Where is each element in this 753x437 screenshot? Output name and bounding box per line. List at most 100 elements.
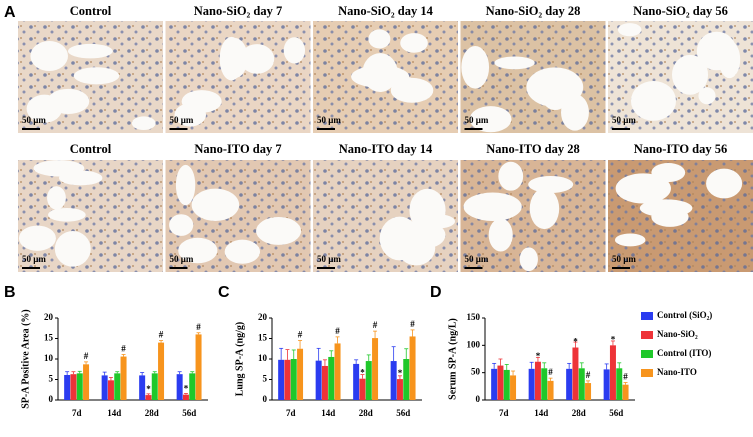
- bar: [497, 365, 504, 400]
- scale-bar-label: 50 μm: [317, 115, 341, 125]
- significance-marker: #: [84, 351, 89, 361]
- bar: [64, 374, 71, 400]
- bar: [182, 394, 189, 400]
- bar: [622, 384, 629, 400]
- alveolar-space: [698, 87, 716, 105]
- alveolar-space: [630, 80, 677, 121]
- image-caption: Control: [70, 142, 112, 156]
- y-tick-label: 5: [49, 374, 54, 384]
- y-axis-label: Serum SP-A (ng/L): [447, 318, 458, 400]
- significance-marker: *: [360, 368, 365, 378]
- bar: [491, 368, 498, 400]
- bar: [541, 368, 548, 400]
- y-tick-label: 0: [49, 394, 54, 404]
- alveolar-space: [221, 37, 248, 79]
- alveolar-space: [494, 56, 535, 70]
- alveolar-space: [362, 53, 398, 92]
- significance-marker: #: [586, 370, 591, 380]
- bar: [566, 368, 573, 400]
- bar: [334, 343, 341, 400]
- legend-label: Nano-ITO: [657, 367, 697, 377]
- panel-label: C: [218, 284, 230, 301]
- image-caption: Control: [70, 4, 112, 18]
- bar: [609, 345, 616, 400]
- alveolar-space: [399, 77, 418, 103]
- scale-bar-label: 50 μm: [317, 254, 341, 264]
- x-tick-label: 56d: [609, 408, 623, 418]
- alveolar-space: [469, 106, 512, 133]
- bar: [585, 383, 592, 400]
- significance-marker: #: [159, 330, 164, 340]
- significance-marker: *: [536, 351, 541, 361]
- significance-marker: #: [196, 322, 201, 332]
- x-tick-label: 7d: [286, 408, 296, 418]
- bar: [70, 374, 77, 400]
- y-tick-label: 0: [263, 394, 268, 404]
- bar: [372, 338, 379, 400]
- x-tick-label: 14d: [107, 408, 121, 418]
- y-axis-label: SP-A Positive Area (%): [20, 309, 31, 409]
- alveolar-space: [58, 170, 103, 186]
- significance-marker: #: [623, 372, 628, 382]
- alveolar-space: [73, 67, 120, 85]
- legend-label: Nano-SiO₂: [657, 329, 698, 339]
- alveolar-space: [191, 188, 240, 222]
- bar: [510, 375, 517, 400]
- alveolar-space: [169, 214, 194, 236]
- scale-bar-label: 50 μm: [465, 115, 489, 125]
- bar: [315, 360, 322, 400]
- image-caption: Nano-SiO₂ day 7: [194, 4, 283, 18]
- x-tick-label: 14d: [534, 408, 548, 418]
- bar: [114, 373, 121, 400]
- y-tick-label: 20: [44, 312, 54, 322]
- alveolar-space: [47, 88, 90, 115]
- alveolar-space: [614, 233, 646, 247]
- x-tick-label: 28d: [145, 408, 159, 418]
- bar: [578, 368, 585, 400]
- scale-bar-label: 50 μm: [612, 115, 636, 125]
- alveolar-space: [542, 85, 568, 111]
- bar: [158, 342, 165, 400]
- alveolar-space: [529, 188, 560, 230]
- bar: [297, 348, 304, 400]
- alveolar-space: [615, 173, 671, 204]
- scale-bar-label: 50 μm: [612, 254, 636, 264]
- alveolar-space: [488, 218, 513, 252]
- bar: [176, 374, 183, 400]
- bar: [76, 373, 83, 400]
- bar: [189, 373, 196, 400]
- bar: [409, 336, 416, 400]
- alveolar-space: [239, 44, 275, 74]
- significance-marker: *: [146, 384, 151, 394]
- bar: [328, 356, 335, 400]
- significance-marker: *: [611, 334, 616, 344]
- bar: [107, 380, 114, 400]
- alveolar-space: [461, 45, 490, 89]
- legend-swatch: [641, 350, 653, 358]
- alveolar-space: [224, 239, 261, 264]
- bar: [390, 361, 397, 400]
- y-tick-label: 0: [476, 394, 481, 404]
- alveolar-space: [671, 54, 709, 95]
- image-caption: Nano-ITO day 7: [194, 142, 281, 156]
- alveolar-space: [30, 41, 68, 71]
- image-caption: Nano-SiO₂ day 14: [338, 4, 433, 18]
- x-tick-label: 56d: [182, 408, 196, 418]
- alveolar-space: [651, 206, 689, 227]
- image-caption: Nano-ITO day 28: [486, 142, 580, 156]
- alveolar-space: [67, 43, 113, 59]
- bar: [120, 356, 127, 400]
- x-tick-label: 7d: [72, 408, 82, 418]
- bar: [139, 375, 146, 400]
- bar: [572, 347, 579, 400]
- legend-swatch: [641, 369, 653, 377]
- alveolar-space: [18, 225, 56, 251]
- alveolar-space: [498, 161, 524, 191]
- alveolar-space: [283, 37, 306, 64]
- alveolar-space: [407, 221, 446, 249]
- alveolar-space: [256, 216, 302, 245]
- bar: [365, 361, 372, 400]
- alveolar-space: [47, 208, 86, 222]
- significance-marker: #: [298, 330, 303, 340]
